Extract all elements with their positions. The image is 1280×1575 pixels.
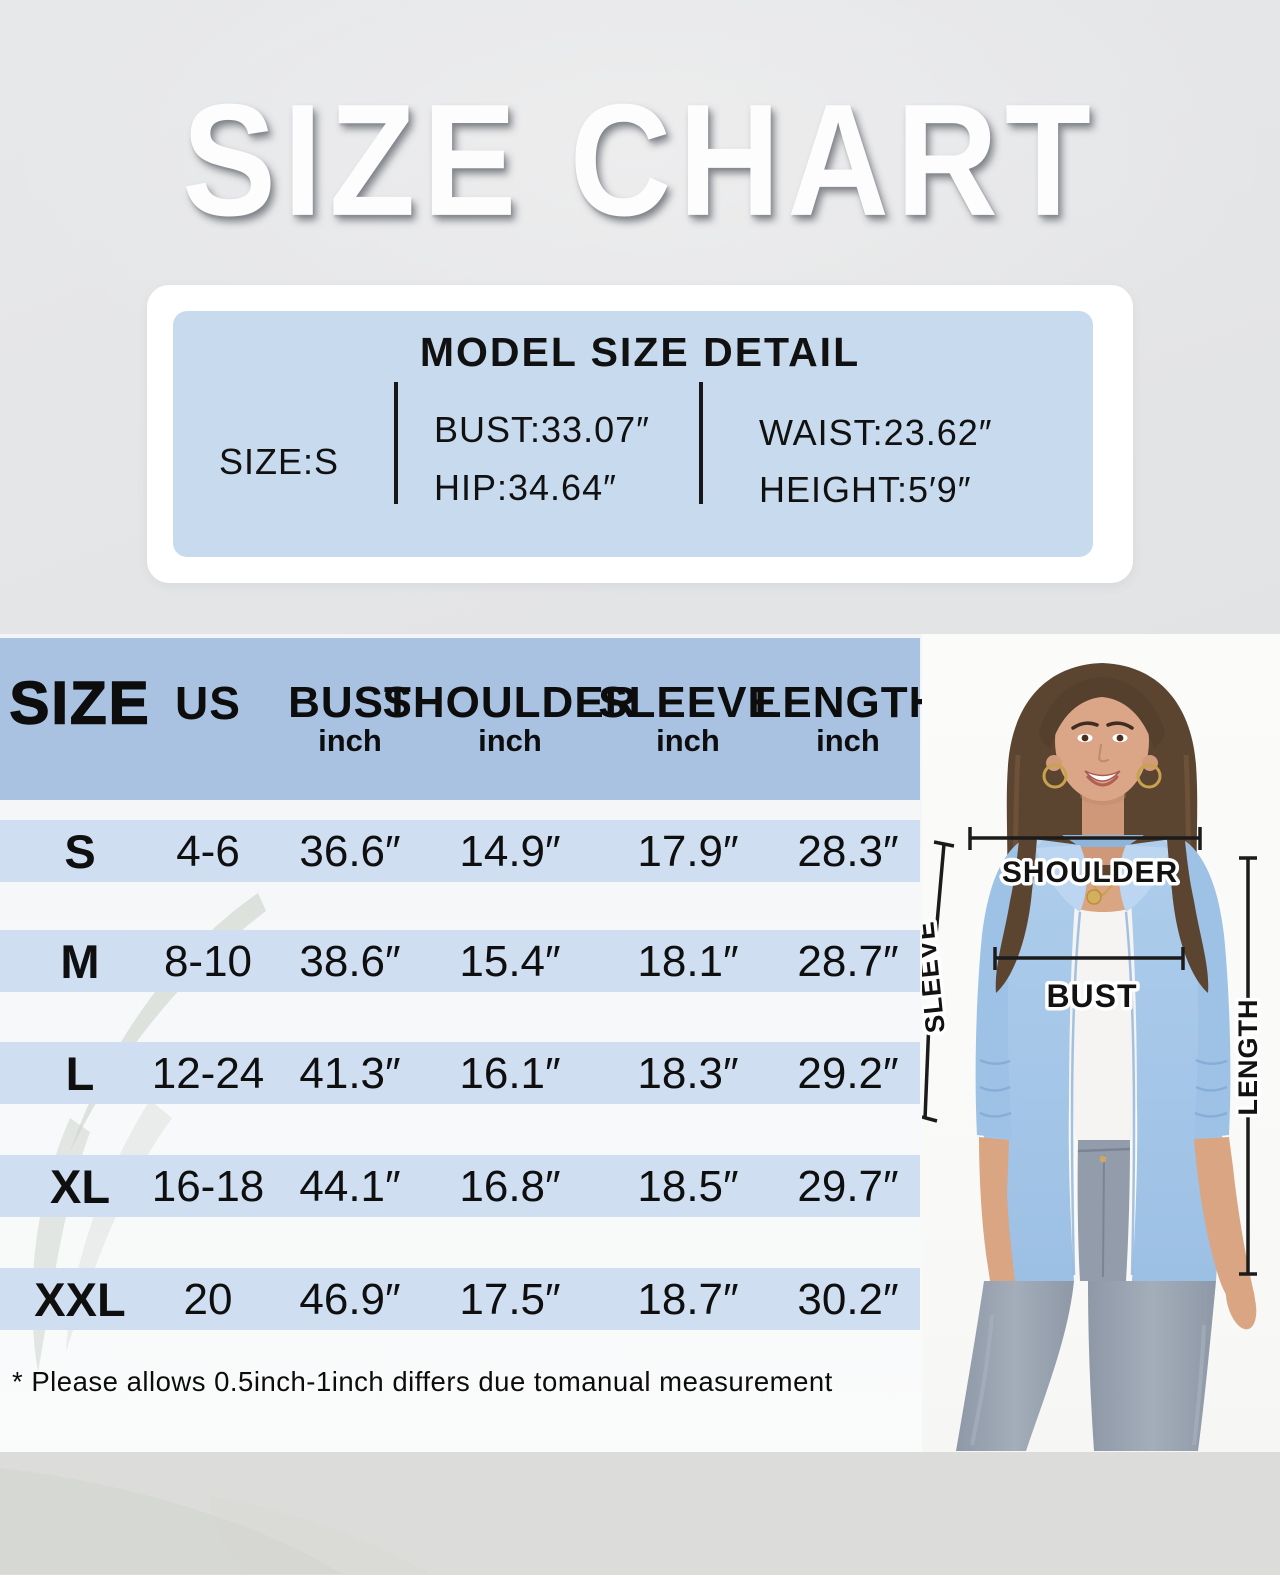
detail-divider: [699, 382, 703, 504]
cell-us: 8-10: [163, 937, 253, 986]
cell-sleeve: 18.3″: [637, 1049, 739, 1098]
cell-sleeve: 18.1″: [637, 937, 739, 986]
measurement-note: * Please allows 0.5inch-1inch differs du…: [12, 1366, 833, 1397]
cell-size: XL: [49, 1160, 111, 1213]
column-header-length: LENGTH: [754, 678, 942, 727]
cell-shoulder: 16.8″: [459, 1162, 561, 1211]
column-header-shoulder: SHOULDER: [382, 678, 638, 727]
cell-size: M: [60, 935, 100, 988]
bust-measure-label: BUST: [1046, 978, 1137, 1014]
model-size-detail-inner: [173, 311, 1093, 557]
cell-bust: 46.9″: [299, 1275, 401, 1324]
model-height-value: HEIGHT:5′9″: [759, 469, 972, 510]
table-row-m: M 8-10 38.6″ 15.4″ 18.1″ 28.7″: [0, 930, 920, 992]
model-photo: SHOULDER BUST SLEEVE LENGTH: [922, 634, 1280, 1452]
cell-bust: 36.6″: [299, 827, 401, 876]
model-size-detail-title: MODEL SIZE DETAIL: [419, 329, 861, 375]
cell-length: 29.2″: [797, 1049, 899, 1098]
unit-label: inch: [318, 723, 382, 758]
cell-shoulder: 17.5″: [459, 1275, 561, 1324]
bottom-band: [0, 1452, 1280, 1575]
earring-icon: [1042, 763, 1162, 789]
model-illustration: SHOULDER BUST SLEEVE LENGTH: [922, 663, 1267, 1451]
cell-us: 20: [183, 1275, 233, 1324]
column-header-bust: BUST: [288, 678, 412, 727]
page-title: SIZE CHART: [182, 70, 1098, 249]
cell-size: S: [64, 825, 96, 878]
table-row-l: L 12-24 41.3″ 16.1″ 18.3″ 29.2″: [0, 1042, 920, 1104]
unit-label: inch: [478, 723, 542, 758]
model-size-detail-card: MODEL SIZE DETAIL SIZE:S BUST:33.07″ HIP…: [147, 285, 1133, 583]
table-row-s: S 4-6 36.6″ 14.9″ 17.9″ 28.3″: [0, 820, 920, 882]
cell-us: 16-18: [151, 1162, 265, 1211]
cell-sleeve: 17.9″: [637, 827, 739, 876]
measurement-lines: [922, 827, 1257, 1276]
sleeve-measure-label: SLEEVE: [922, 919, 951, 1034]
unit-label: inch: [656, 723, 720, 758]
cell-size: XXL: [34, 1273, 126, 1326]
cell-length: 30.2″: [797, 1275, 899, 1324]
size-table-header: SIZE US BUST SHOULDER SLEEVE LENGTH inch…: [0, 638, 940, 800]
table-row-xxl: XXL 20 46.9″ 17.5″ 18.7″ 30.2″: [0, 1268, 920, 1330]
cell-length: 28.3″: [797, 827, 899, 876]
model-size-value: SIZE:S: [219, 441, 340, 482]
cell-bust: 41.3″: [299, 1049, 401, 1098]
cell-length: 29.7″: [797, 1162, 899, 1211]
model-figure: [956, 663, 1257, 1451]
cell-us: 4-6: [176, 827, 240, 876]
detail-divider: [394, 382, 398, 504]
cell-sleeve: 18.7″: [637, 1275, 739, 1324]
table-row-xl: XL 16-18 44.1″ 16.8″ 18.5″ 29.7″: [0, 1155, 920, 1217]
cell-length: 28.7″: [797, 937, 899, 986]
column-header-size: SIZE: [9, 669, 151, 738]
column-header-sleeve: SLEEVE: [598, 678, 778, 727]
cell-size: L: [65, 1047, 95, 1100]
unit-label: inch: [816, 723, 880, 758]
cell-shoulder: 15.4″: [459, 937, 561, 986]
model-bust-value: BUST:33.07″: [434, 409, 650, 450]
cell-bust: 44.1″: [299, 1162, 401, 1211]
cell-sleeve: 18.5″: [637, 1162, 739, 1211]
model-hip-value: HIP:34.64″: [434, 467, 617, 508]
cell-shoulder: 16.1″: [459, 1049, 561, 1098]
cell-shoulder: 14.9″: [459, 827, 561, 876]
length-measure-label: LENGTH: [1233, 999, 1263, 1116]
shoulder-measure-label: SHOULDER: [1002, 856, 1178, 889]
model-waist-value: WAIST:23.62″: [759, 412, 993, 453]
cell-us: 12-24: [151, 1049, 265, 1098]
column-header-us: US: [175, 677, 241, 729]
cell-bust: 38.6″: [299, 937, 401, 986]
